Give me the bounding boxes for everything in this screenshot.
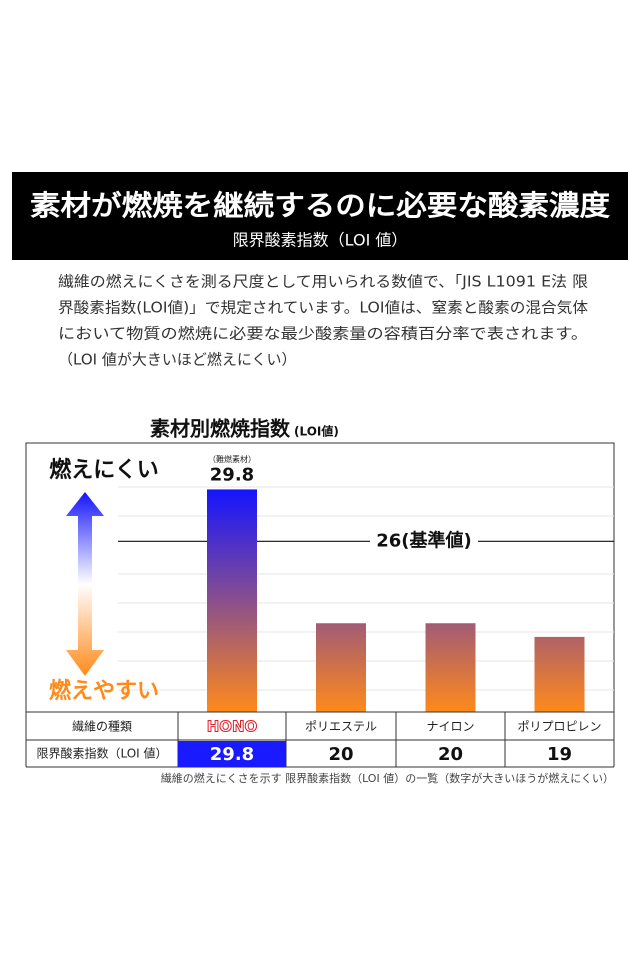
caption: 繊維の燃えにくさを示す 限界酸素指数（LOI 値）の一覧（数字が大きいほうが燃え…	[161, 771, 614, 785]
description-line: （LOI 値が大きいほど燃えにくい）	[58, 351, 297, 369]
table-value: 20	[328, 744, 353, 765]
description-line: 界酸素指数(LOI値)」で規定されています。LOI値は、窒素と酸素の混合気体	[58, 299, 588, 317]
banner-subtitle: 限界酸素指数（LOI 値）	[233, 231, 408, 250]
annotation: （難燃素材）	[208, 454, 256, 464]
high-label: 燃えにくい	[49, 457, 159, 483]
chart-title-note: (LOI値)	[294, 424, 339, 439]
description-line: 繊維の燃えにくさを測る尺度として用いられる数値で、「JIS L1091 E法 限	[58, 273, 588, 291]
banner	[12, 172, 628, 260]
row-header: 繊維の種類	[72, 720, 132, 734]
value-label: 29.8	[210, 464, 254, 485]
category-label: ポリエステル	[305, 720, 377, 734]
reference-label: 26(基準値)	[376, 529, 472, 551]
chart-title: 素材別燃焼指数	[150, 417, 291, 441]
table-value: 19	[547, 744, 572, 765]
bar	[316, 623, 366, 712]
row-header: 限界酸素指数（LOI 値）	[36, 746, 167, 761]
bar	[534, 636, 585, 712]
category-label: ナイロン	[426, 720, 474, 734]
description-line: において物質の燃焼に必要な最少酸素量の容積百分率で表されます。	[58, 325, 588, 343]
description: 繊維の燃えにくさを測る尺度として用いられる数値で、「JIS L1091 E法 限…	[58, 273, 588, 369]
low-label: 燃えやすい	[49, 678, 159, 704]
category-label: ポリプロピレン	[517, 720, 601, 734]
table-value: 20	[438, 744, 463, 765]
bar	[425, 623, 476, 712]
reference-label-bg	[370, 528, 478, 555]
table-value: 29.8	[210, 744, 254, 765]
category-label: HONO	[207, 718, 258, 736]
arrow	[66, 492, 104, 676]
bar	[207, 489, 257, 712]
highlight-cell	[178, 741, 286, 767]
banner-title: 素材が燃焼を継続するのに必要な酸素濃度	[30, 189, 610, 222]
